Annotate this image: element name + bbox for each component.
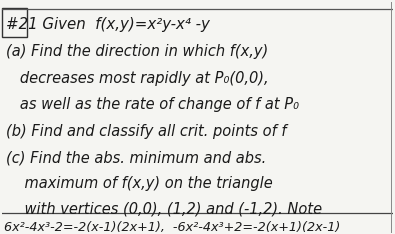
- Text: maximum of f(x,y) on the triangle: maximum of f(x,y) on the triangle: [6, 176, 273, 191]
- Text: with vertices (0,0), (1,2) and (-1,2). Note: with vertices (0,0), (1,2) and (-1,2). N…: [6, 201, 322, 216]
- Text: #21 Given  f(x,y)=x²y-x⁴ -y: #21 Given f(x,y)=x²y-x⁴ -y: [6, 17, 210, 32]
- Text: (c) Find the abs. minimum and abs.: (c) Find the abs. minimum and abs.: [6, 150, 266, 165]
- Text: as well as the rate of change of f at P₀: as well as the rate of change of f at P₀: [6, 97, 299, 112]
- Text: decreases most rapidly at P₀(0,0),: decreases most rapidly at P₀(0,0),: [6, 71, 269, 86]
- Text: 6x²-4x³-2=-2(x-1)(2x+1),  -6x²-4x³+2=-2(x+1)(2x-1): 6x²-4x³-2=-2(x-1)(2x+1), -6x²-4x³+2=-2(x…: [4, 221, 340, 234]
- Text: (b) Find and classify all crit. points of f: (b) Find and classify all crit. points o…: [6, 124, 286, 139]
- Text: (a) Find the direction in which f(x,y): (a) Find the direction in which f(x,y): [6, 44, 268, 59]
